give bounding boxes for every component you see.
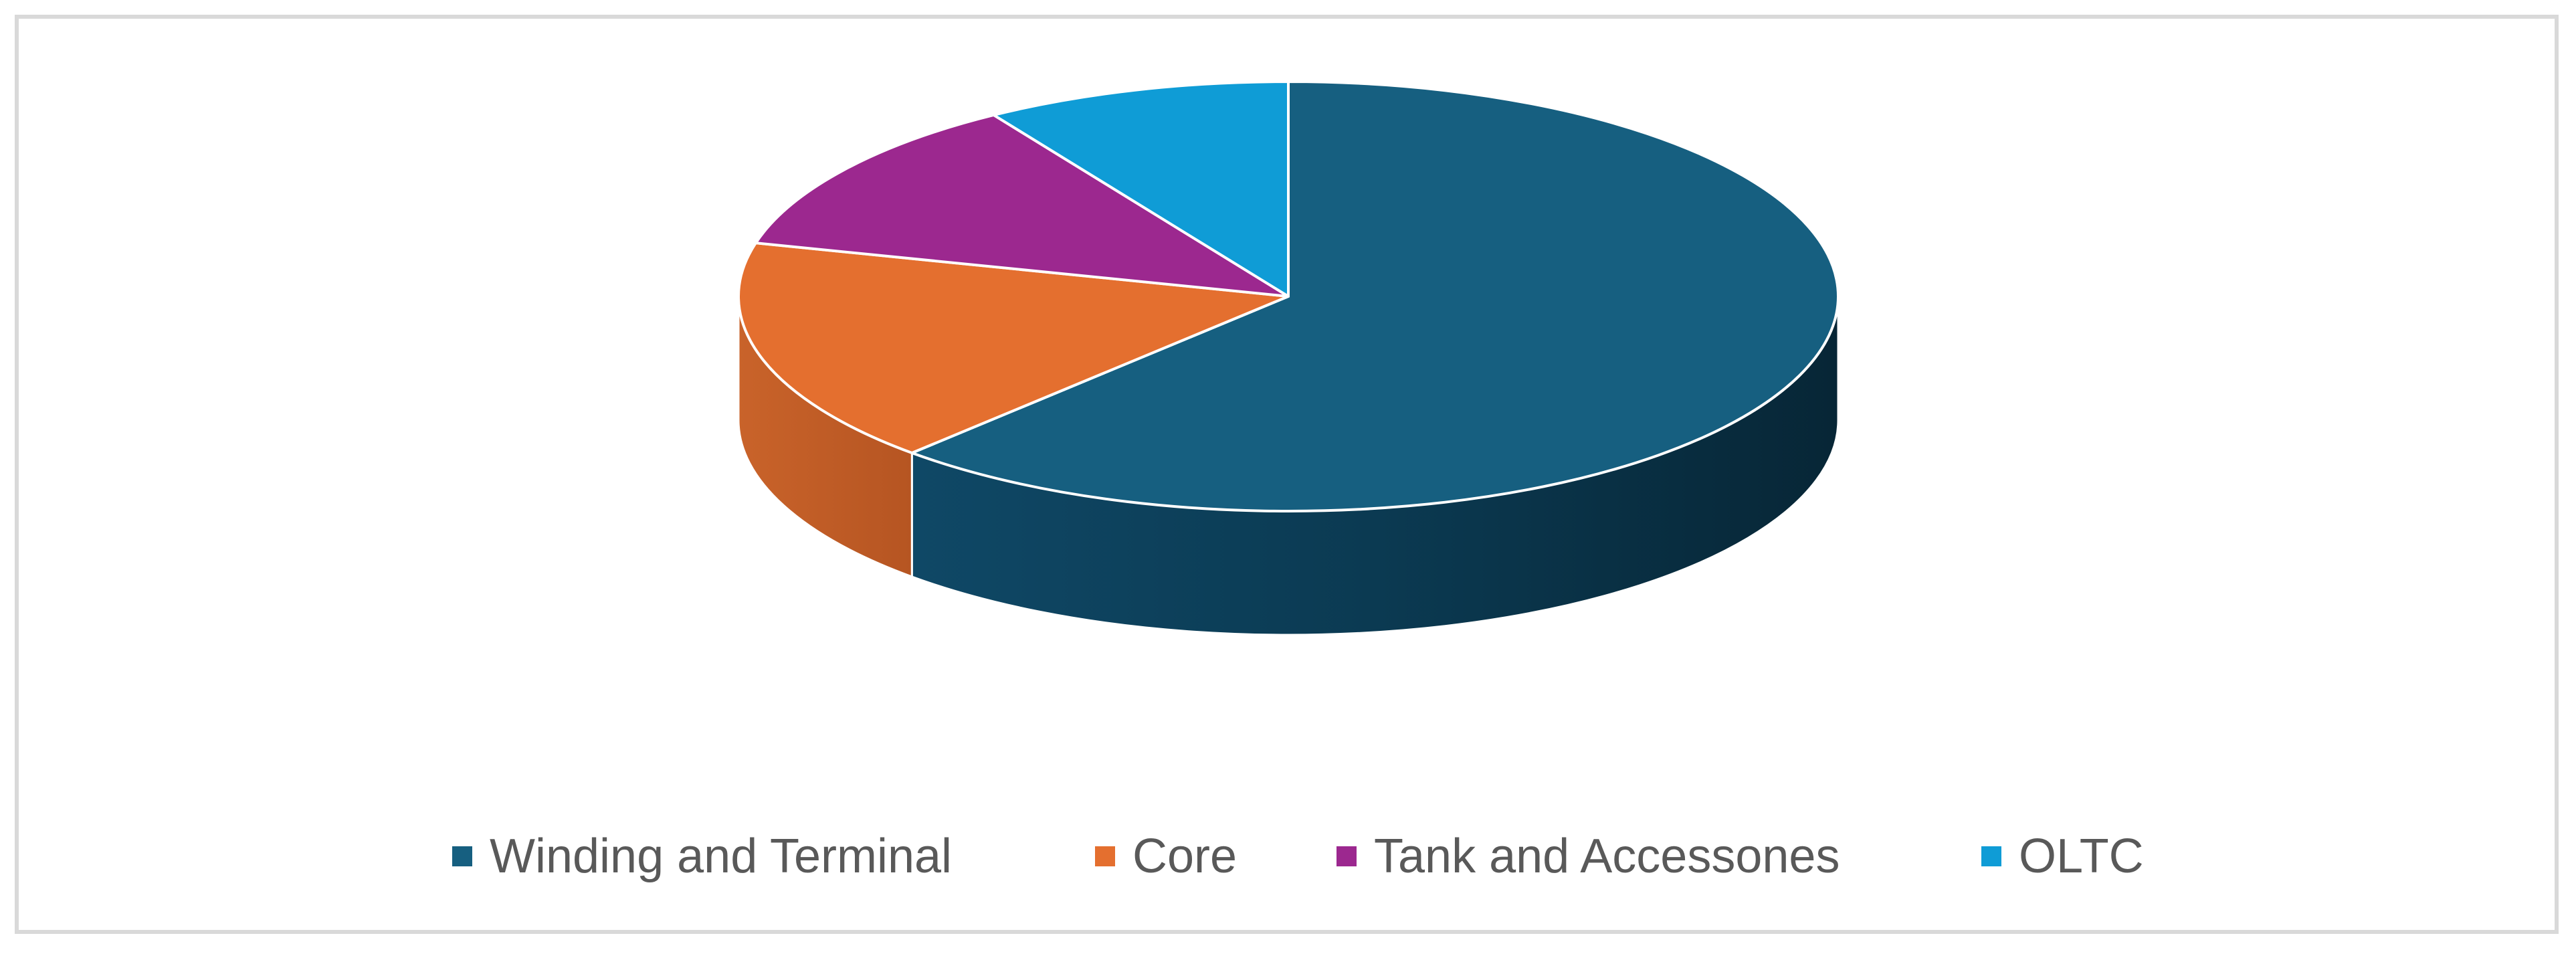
pie-slice-oltc [992, 80, 1290, 298]
pie-tops [737, 80, 1840, 512]
legend-item-oltc: OLTC [1981, 820, 2144, 893]
legend-item-winding-and-terminal: Winding and Terminal [452, 820, 952, 893]
legend-label: Core [1132, 830, 1237, 883]
legend-swatch [1336, 846, 1357, 866]
legend-item-core: Core [1095, 820, 1237, 893]
pie-slice-winding-and-terminal [910, 80, 1840, 512]
legend-item-tank-and-accessones: Tank and Accessones [1336, 820, 1840, 893]
pie-slice-core [737, 242, 1290, 454]
legend-swatch [1981, 846, 2001, 866]
chart-legend: Winding and Terminal Core Tank and Acces… [0, 820, 2576, 893]
legend-label: Winding and Terminal [490, 830, 953, 883]
legend-swatch [1095, 846, 1115, 866]
legend-label: OLTC [2019, 830, 2144, 883]
legend-swatch [452, 846, 472, 866]
legend-label: Tank and Accessones [1374, 830, 1840, 883]
pie-slice-tank-and-accessones [754, 113, 1290, 298]
